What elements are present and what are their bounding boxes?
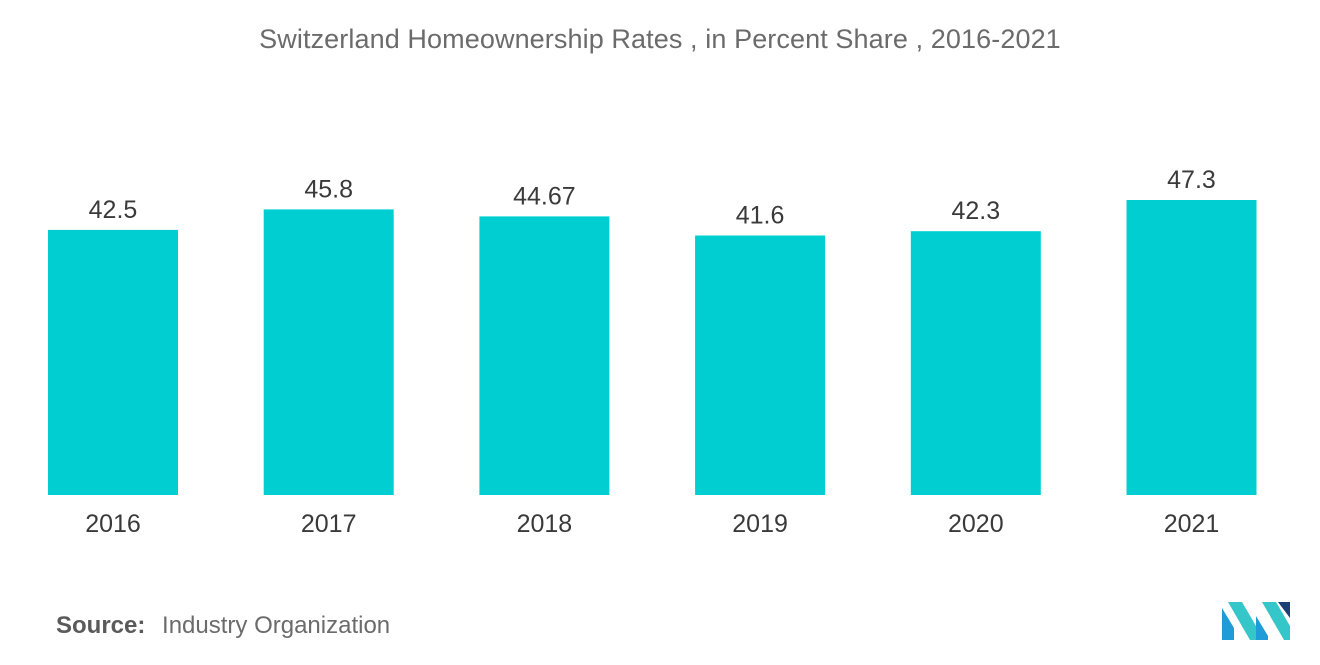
source-name: Industry Organization: [162, 612, 391, 639]
x-tick-label-2016: 2016: [85, 510, 141, 538]
bars-group: [48, 200, 1257, 495]
source-note: Source: Industry Organization: [56, 612, 390, 640]
x-tick-label-2019: 2019: [732, 510, 788, 538]
x-tick-label-2021: 2021: [1164, 510, 1220, 538]
bar-2018: [479, 216, 610, 495]
value-label-2020: 42.3: [951, 197, 1000, 225]
bar-2017: [263, 209, 394, 495]
value-label-2018: 44.67: [513, 182, 576, 210]
x-tick-label-2018: 2018: [517, 510, 573, 538]
bar-2021: [1126, 200, 1257, 495]
bar-2019: [695, 235, 826, 495]
mordor-intelligence-logo-icon: [1222, 602, 1290, 640]
value-label-2017: 45.8: [304, 175, 353, 203]
source-prefix: Source:: [56, 612, 146, 639]
bar-2016: [48, 229, 178, 495]
x-axis-tick-labels: 2016 2017 2018 2019 2020 2021: [85, 510, 1219, 538]
x-tick-label-2020: 2020: [948, 510, 1004, 538]
chart-title: Switzerland Homeownership Rates , in Per…: [259, 24, 1061, 54]
value-labels-group: 42.5 45.8 44.67 41.6 42.3 47.3: [89, 166, 1216, 230]
value-label-2016: 42.5: [89, 196, 138, 224]
value-label-2019: 41.6: [736, 202, 785, 230]
bar-2020: [910, 231, 1041, 495]
value-label-2021: 47.3: [1167, 166, 1216, 194]
x-tick-label-2017: 2017: [301, 510, 357, 538]
